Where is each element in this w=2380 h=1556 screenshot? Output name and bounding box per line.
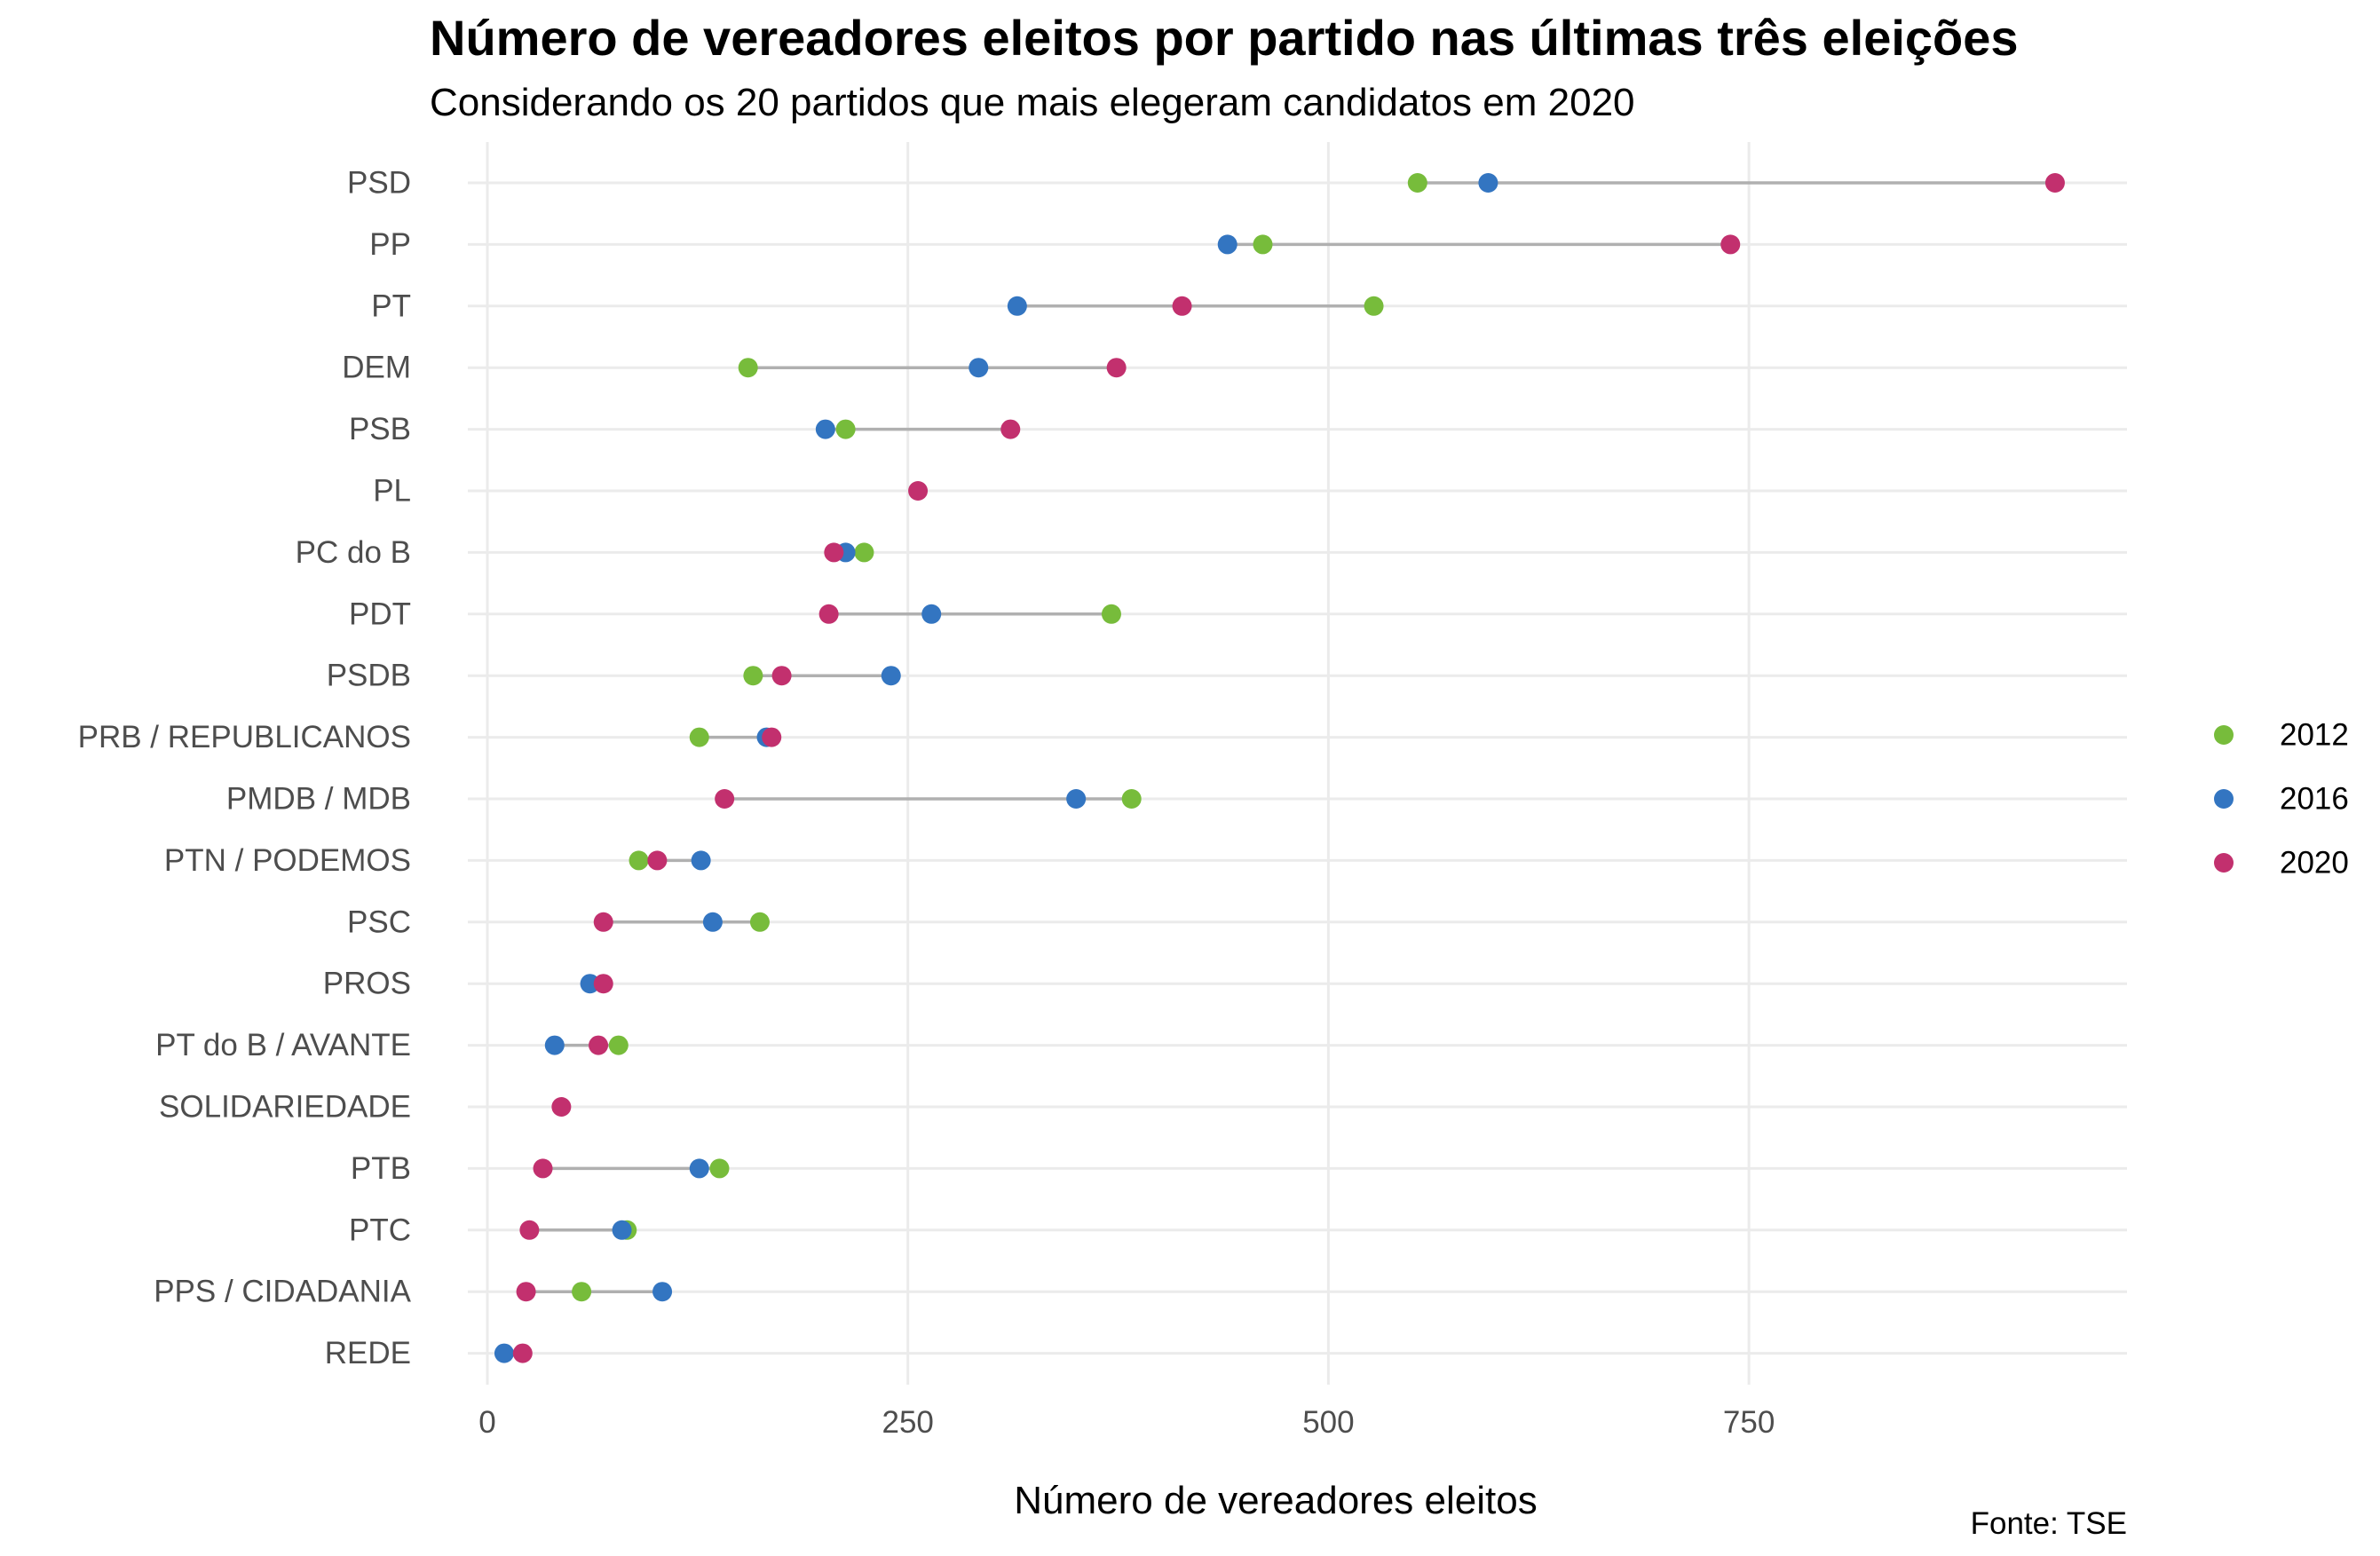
point-2016-ptn-podemos	[691, 850, 711, 871]
point-2020-solidariedade	[551, 1097, 572, 1117]
point-2020-pt	[1172, 296, 1192, 316]
xtick-label-750: 750	[1723, 1405, 1775, 1440]
point-2016-pt-do-b-avante	[544, 1035, 565, 1055]
ytick-label-pp: PP	[369, 227, 411, 262]
ytick-label-pl: PL	[373, 474, 411, 509]
point-2016-pmdb-mdb	[1066, 789, 1087, 809]
ytick-label-pc-do-b: PC do B	[296, 535, 411, 570]
point-2020-ptn-podemos	[647, 850, 668, 871]
point-2020-ptc	[519, 1220, 540, 1240]
point-2020-pros	[593, 974, 613, 994]
point-2012-psdb	[743, 666, 763, 686]
ytick-label-psdb: PSDB	[327, 659, 411, 693]
point-2020-psdb	[771, 666, 792, 686]
point-2012-dem	[738, 358, 758, 378]
point-2016-pt	[1007, 296, 1027, 316]
ytick-label-pps-cidadania: PPS / CIDADANIA	[154, 1275, 411, 1309]
point-2012-ptb	[709, 1158, 730, 1179]
xtick-label-0: 0	[478, 1405, 495, 1440]
legend-label-2016: 2016	[2280, 782, 2349, 817]
point-2020-pl	[908, 481, 929, 501]
ytick-label-psc: PSC	[347, 904, 411, 939]
point-2012-prb-republicanos	[689, 727, 709, 747]
ytick-label-pt-do-b-avante: PT do B / AVANTE	[155, 1028, 411, 1062]
ytick-label-ptc: PTC	[349, 1212, 411, 1247]
point-2012-ptn-podemos	[629, 850, 649, 871]
y-axis-tick-labels: PSD PP PT DEM PSB PL PC do B PDT PSDB PRB / REPUB…	[78, 166, 412, 1371]
point-2020-pmdb-mdb	[715, 789, 735, 809]
ytick-label-psd: PSD	[347, 166, 411, 201]
point-2012-psd	[1407, 173, 1427, 193]
point-2016-rede	[494, 1343, 514, 1363]
xtick-label-250: 250	[882, 1405, 933, 1440]
point-2012-pt	[1364, 296, 1384, 316]
legend-label-2012: 2012	[2280, 718, 2349, 753]
ytick-label-ptn-podemos: PTN / PODEMOS	[164, 843, 411, 878]
point-2020-ptb	[533, 1158, 553, 1179]
legend: 2012 2016 2020	[2214, 718, 2349, 881]
ytick-label-rede: REDE	[325, 1336, 411, 1370]
data-points	[494, 173, 2065, 1363]
point-2020-prb-republicanos	[762, 727, 782, 747]
vertical-gridlines	[486, 142, 1751, 1385]
point-2012-psb	[835, 419, 856, 439]
point-2016-psc	[702, 912, 723, 932]
caption-source: Fonte: TSE	[1971, 1506, 2127, 1541]
point-2012-pp	[1253, 234, 1273, 255]
point-2012-pps-cidadania	[572, 1282, 592, 1302]
point-2012-pt-do-b-avante	[608, 1035, 629, 1055]
point-2020-pp	[1720, 234, 1741, 255]
point-2020-rede	[512, 1343, 533, 1363]
point-2016-pp	[1217, 234, 1237, 255]
ytick-label-ptb: PTB	[351, 1151, 411, 1186]
legend-key-2012	[2214, 725, 2234, 745]
point-2020-psc	[593, 912, 613, 932]
point-2012-pmdb-mdb	[1121, 789, 1142, 809]
chart-subtitle: Considerando os 20 partidos que mais ele…	[430, 81, 1635, 124]
point-2020-pdt	[818, 604, 839, 624]
ytick-label-pdt: PDT	[349, 596, 411, 631]
horizontal-gridlines	[468, 181, 2127, 1355]
point-2016-pros	[580, 974, 600, 994]
point-2020-psd	[2044, 173, 2065, 193]
point-2012-pc-do-b	[854, 542, 874, 563]
ytick-label-dem: DEM	[342, 351, 411, 385]
point-2016-psb	[815, 419, 835, 439]
point-2012-pdt	[1101, 604, 1121, 624]
ytick-label-psb: PSB	[349, 412, 411, 446]
ytick-label-pmdb-mdb: PMDB / MDB	[226, 782, 411, 817]
point-2020-pc-do-b	[824, 542, 844, 563]
point-2016-ptb	[689, 1158, 709, 1179]
ytick-label-solidariedade: SOLIDARIEDADE	[159, 1090, 411, 1125]
point-2020-pt-do-b-avante	[589, 1035, 609, 1055]
point-2020-pps-cidadania	[516, 1282, 536, 1302]
legend-key-2016	[2214, 789, 2234, 809]
point-2016-pps-cidadania	[652, 1282, 673, 1302]
ytick-label-prb-republicanos: PRB / REPUBLICANOS	[78, 720, 411, 754]
ytick-label-pt: PT	[371, 288, 411, 323]
x-axis-tick-labels: 0 250 500 750	[478, 1405, 1775, 1440]
legend-key-2020	[2214, 853, 2234, 873]
point-2016-ptc	[612, 1220, 632, 1240]
xtick-label-500: 500	[1302, 1405, 1354, 1440]
legend-label-2020: 2020	[2280, 846, 2349, 881]
point-2016-psd	[1478, 173, 1498, 193]
ytick-label-pros: PROS	[323, 967, 411, 1001]
x-axis-label: Número de vereadores eleitos	[1014, 1479, 1537, 1522]
point-2020-psb	[1000, 419, 1021, 439]
point-2016-dem	[969, 358, 989, 378]
chart-title: Número de vereadores eleitos por partido…	[430, 10, 2019, 66]
point-2016-psdb	[881, 666, 901, 686]
point-2012-psc	[749, 912, 770, 932]
point-2020-dem	[1106, 358, 1127, 378]
point-2016-pdt	[921, 604, 942, 624]
